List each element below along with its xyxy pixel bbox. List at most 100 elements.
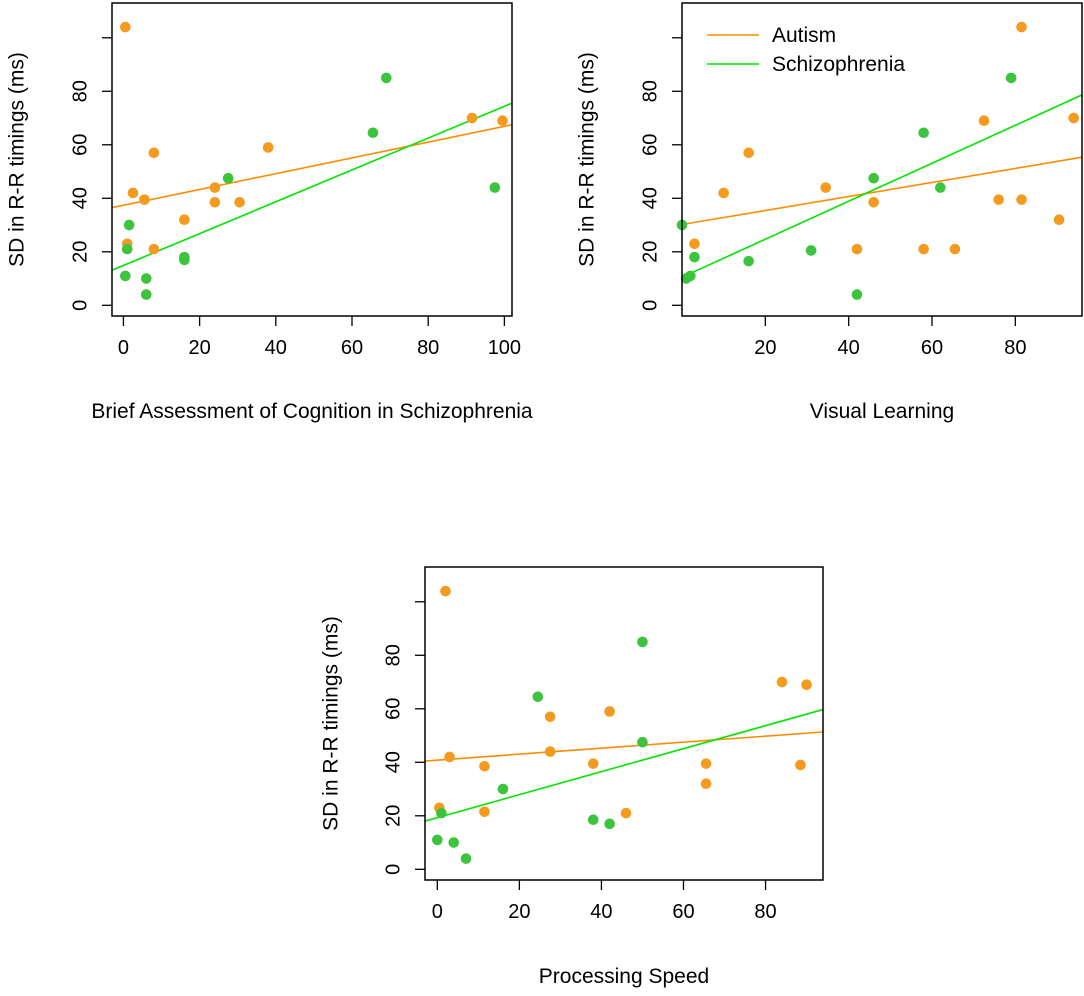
schizophrenia-point bbox=[743, 255, 754, 267]
schizophrenia-point bbox=[587, 814, 599, 826]
x-tick-label: 80 bbox=[1004, 337, 1026, 359]
schizophrenia-point bbox=[140, 273, 152, 284]
y-tick-label: 60 bbox=[639, 134, 661, 156]
schizophrenia-point bbox=[222, 172, 234, 184]
schizophrenia-point bbox=[448, 837, 460, 848]
x-tick-label: 80 bbox=[754, 901, 776, 923]
y-axis-title: SD in R-R timings (ms) bbox=[320, 616, 343, 831]
schizophrenia-point bbox=[637, 736, 648, 748]
x-tick-label: 100 bbox=[488, 337, 521, 359]
x-tick-label: 60 bbox=[672, 901, 694, 923]
autism-fit-line bbox=[112, 123, 512, 209]
y-tick-label: 40 bbox=[639, 187, 661, 209]
autism-point bbox=[479, 761, 490, 772]
plot-frame bbox=[111, 2, 513, 317]
y-tick-label: 20 bbox=[639, 241, 661, 263]
autism-point bbox=[544, 746, 556, 757]
x-tick-label: 0 bbox=[118, 337, 129, 359]
y-tick-label: 0 bbox=[69, 300, 91, 311]
schizophrenia-point bbox=[497, 783, 509, 795]
autism-point bbox=[718, 187, 729, 199]
autism-point bbox=[127, 187, 139, 199]
autism-point bbox=[918, 243, 929, 255]
y-axis-title: SD in R-R timings (ms) bbox=[6, 52, 29, 267]
autism-point bbox=[1016, 194, 1027, 205]
chart-panel-2: 20 40 60 80 0 20 40 60 80 Visual Learning SD in R-… bbox=[576, 2, 1083, 423]
chart-panel-3: 0 20 40 60 80 0 20 40 60 80 Processing Speed SD in … bbox=[320, 566, 824, 988]
schizophrenia-point bbox=[367, 127, 379, 139]
schizophrenia-fit-line bbox=[425, 708, 823, 822]
autism-point bbox=[851, 243, 863, 255]
autism-point bbox=[801, 679, 812, 691]
schizophrenia-fit-line bbox=[682, 94, 1082, 278]
schizophrenia-point bbox=[604, 818, 615, 830]
autism-point bbox=[689, 238, 700, 250]
y-tick-label: 80 bbox=[382, 644, 404, 666]
autism-point bbox=[776, 676, 788, 688]
y-tick-label: 60 bbox=[69, 134, 91, 156]
fit-lines bbox=[112, 102, 512, 271]
schizophrenia-point bbox=[179, 254, 190, 266]
y-tick-label: 80 bbox=[639, 80, 661, 102]
schizophrenia-point bbox=[637, 636, 648, 648]
schizophrenia-point bbox=[805, 245, 817, 256]
y-tick-label: 40 bbox=[382, 751, 404, 773]
autism-point bbox=[743, 147, 754, 159]
legend-schizophrenia-label: Schizophrenia bbox=[772, 53, 905, 76]
plot-frame bbox=[424, 566, 824, 881]
autism-point bbox=[234, 197, 245, 208]
autism-point bbox=[466, 112, 478, 124]
x-tick-label: 20 bbox=[508, 901, 530, 923]
y-tick-label: 40 bbox=[69, 187, 91, 209]
autism-point bbox=[949, 243, 961, 255]
autism-point bbox=[1068, 112, 1079, 124]
chart-panel-1: 0 20 40 60 80 100 0 20 40 60 80 Brief Assessment of… bbox=[6, 2, 533, 423]
x-tick-label: 40 bbox=[590, 901, 612, 923]
autism-point bbox=[440, 585, 451, 597]
fit-lines bbox=[682, 94, 1082, 278]
x-tick-label: 20 bbox=[754, 337, 776, 359]
autism-point bbox=[497, 115, 508, 127]
x-axis-title: Brief Assessment of Cognition in Schizop… bbox=[91, 400, 533, 423]
autism-point bbox=[209, 182, 221, 193]
schizophrenia-point bbox=[123, 219, 135, 231]
schizophrenia-point bbox=[140, 289, 152, 300]
schizophrenia-point bbox=[121, 243, 133, 255]
schizophrenia-point bbox=[120, 270, 131, 282]
autism-point bbox=[604, 706, 615, 717]
legend-autism-label: Autism bbox=[772, 24, 836, 47]
legend: Autism Schizophrenia bbox=[707, 24, 905, 76]
schizophrenia-point bbox=[689, 251, 700, 263]
schizophrenia-point bbox=[851, 289, 863, 300]
x-axis-title: Processing Speed bbox=[539, 965, 709, 988]
schizophrenia-point bbox=[1005, 72, 1017, 84]
autism-fit-line bbox=[425, 731, 823, 762]
autism-point bbox=[209, 197, 221, 208]
x-tick-label: 60 bbox=[921, 337, 943, 359]
autism-point bbox=[139, 194, 150, 205]
y-axis-title: SD in R-R timings (ms) bbox=[576, 52, 599, 267]
autism-point bbox=[795, 759, 806, 771]
autism-point bbox=[120, 21, 131, 33]
autism-point bbox=[820, 182, 832, 193]
schizophrenia-point bbox=[685, 270, 696, 282]
autism-point bbox=[620, 807, 632, 819]
x-tick-label: 0 bbox=[432, 901, 443, 923]
autism-point bbox=[1053, 214, 1065, 225]
autism-point bbox=[479, 806, 490, 818]
x-tick-label: 60 bbox=[341, 337, 363, 359]
x-tick-label: 40 bbox=[838, 337, 860, 359]
y-tick-label: 0 bbox=[639, 300, 661, 311]
schizophrenia-point bbox=[918, 127, 929, 139]
y-tick-label: 60 bbox=[382, 698, 404, 720]
schizophrenia-point bbox=[380, 72, 392, 84]
y-tick-label: 80 bbox=[69, 80, 91, 102]
x-tick-label: 20 bbox=[188, 337, 210, 359]
fit-lines bbox=[425, 708, 823, 822]
autism-fit-line bbox=[682, 156, 1082, 226]
plot-frame bbox=[681, 2, 1083, 317]
x-tick-label: 40 bbox=[265, 337, 287, 359]
y-tick-label: 20 bbox=[382, 805, 404, 827]
schizophrenia-point bbox=[460, 853, 472, 864]
autism-point bbox=[868, 197, 879, 208]
